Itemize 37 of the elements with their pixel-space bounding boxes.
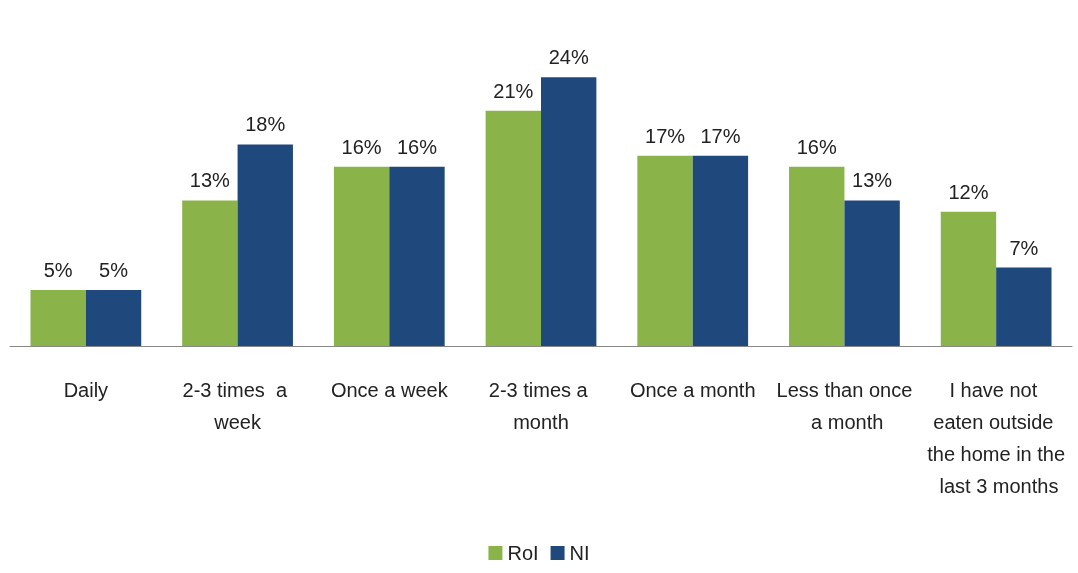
data-label: 12% bbox=[948, 180, 989, 203]
data-label: 5% bbox=[43, 259, 73, 282]
data-label: 16% bbox=[796, 135, 837, 158]
bar bbox=[30, 290, 86, 346]
bar bbox=[541, 77, 597, 346]
x-tick-label: Less than once a month bbox=[776, 379, 913, 433]
bar bbox=[182, 200, 238, 346]
bar bbox=[237, 144, 293, 346]
data-label: 21% bbox=[493, 79, 534, 102]
data-label: 5% bbox=[99, 259, 129, 282]
x-tick-label: 2-3 times a week bbox=[182, 379, 293, 433]
data-label: 24% bbox=[548, 46, 589, 69]
legend-label: NI bbox=[569, 542, 590, 564]
bar bbox=[333, 166, 390, 346]
bar bbox=[637, 155, 693, 346]
bar bbox=[485, 110, 541, 346]
bar bbox=[389, 166, 445, 346]
data-label: 17% bbox=[700, 124, 741, 147]
x-tick-label: Daily bbox=[63, 379, 109, 401]
bar bbox=[844, 200, 900, 346]
data-label: 17% bbox=[645, 124, 686, 147]
legend-label: RoI bbox=[507, 542, 539, 564]
bar bbox=[789, 166, 845, 346]
data-label: 7% bbox=[1009, 236, 1039, 259]
data-label: 16% bbox=[341, 135, 382, 158]
data-label: 13% bbox=[189, 169, 231, 192]
data-label: 13% bbox=[852, 169, 893, 192]
bar bbox=[692, 155, 749, 346]
data-label: 18% bbox=[245, 113, 286, 136]
x-tick-label: I have not eaten outside the home in the last 3 months bbox=[927, 379, 1066, 497]
x-tick-label: 2-3 times a month bbox=[488, 379, 594, 433]
bar bbox=[996, 267, 1052, 346]
bar bbox=[85, 290, 142, 346]
bar bbox=[940, 211, 997, 346]
x-tick-label: Once a month bbox=[629, 379, 756, 401]
data-label: 16% bbox=[396, 135, 438, 158]
x-tick-label: Once a week bbox=[330, 379, 449, 401]
